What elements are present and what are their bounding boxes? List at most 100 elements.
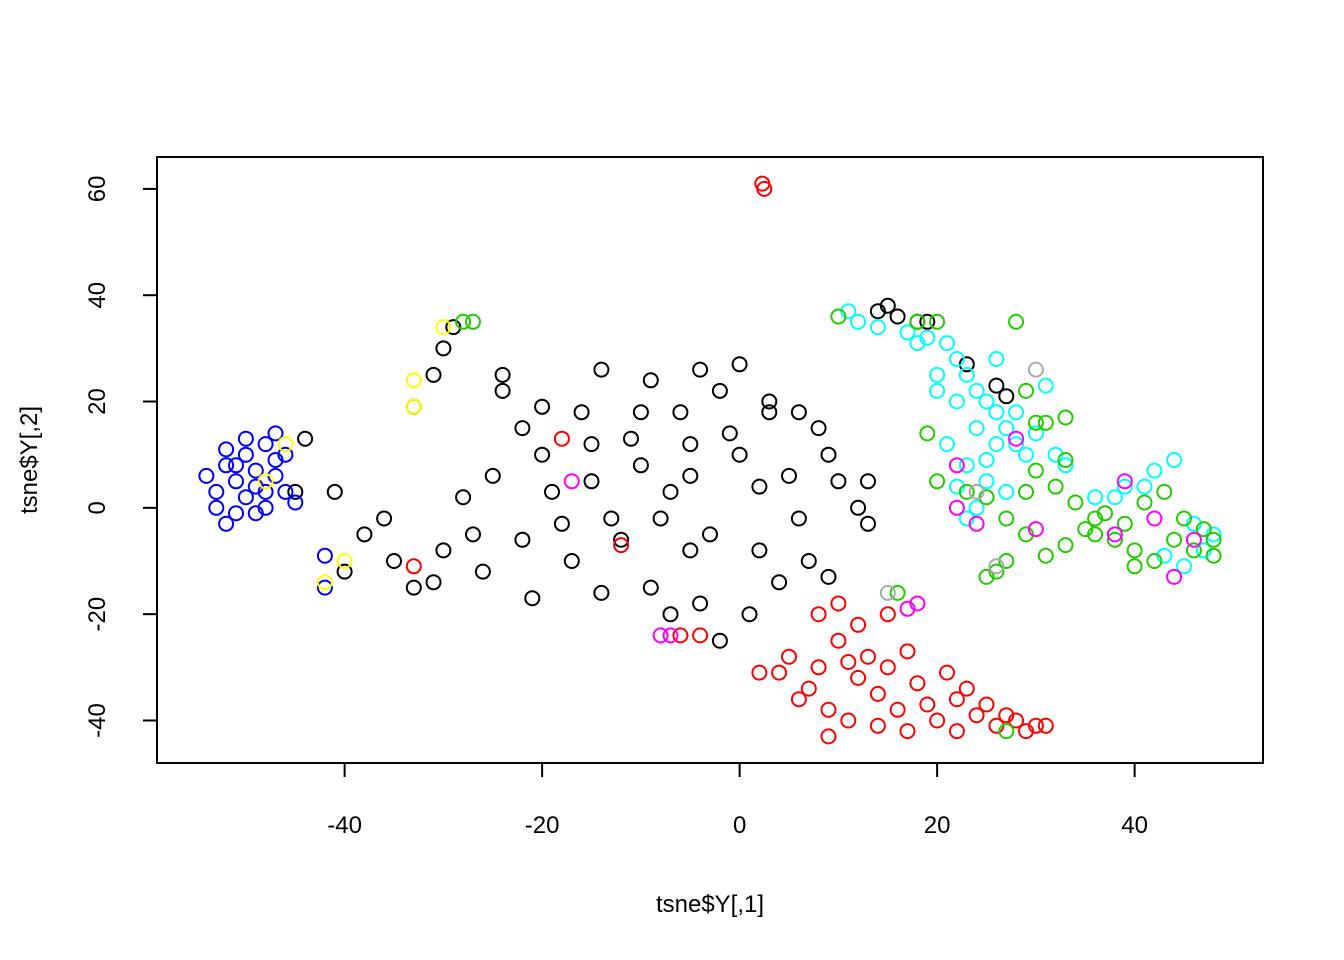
data-point-series-2 [909,675,926,692]
data-point-series-4 [1116,515,1133,532]
data-point-series-1 [988,377,1005,394]
data-point-series-1 [494,382,511,399]
data-point-series-4 [1057,452,1074,468]
data-point-series-3 [988,404,1005,421]
data-point-series-5 [228,473,244,490]
x-tick-label: -20 [525,812,560,839]
data-point-series-4 [455,313,472,330]
data-point-series-4 [929,473,946,490]
data-point-series-1 [356,526,373,543]
data-point-series-2 [958,680,975,697]
data-point-series-1 [761,393,778,410]
data-point-series-7 [405,398,422,415]
data-point-series-4 [988,563,1005,580]
data-point-series-6 [662,627,679,644]
data-point-series-1 [781,467,797,484]
data-point-series-4 [1166,531,1183,548]
data-point-series-1 [435,340,452,357]
data-point-series-3 [948,393,965,410]
y-tick-label: 0 [84,501,111,514]
data-point-series-5 [237,446,254,463]
data-point-series-3 [1008,404,1025,421]
data-point-series-5 [218,457,235,474]
data-point-series-1 [711,632,728,649]
data-point-series-4 [1205,547,1222,564]
data-point-series-3 [1008,436,1025,453]
data-point-series-4 [1008,313,1025,330]
data-point-series-1 [603,510,620,527]
data-point-series-8 [1027,361,1044,378]
data-point-series-1 [771,574,788,591]
data-point-series-4 [1087,526,1104,543]
data-point-series-3 [1106,489,1123,506]
data-point-series-3 [939,436,955,453]
data-point-series-1 [514,531,531,548]
data-point-series-5 [267,425,284,442]
data-point-series-3 [968,499,985,516]
data-point-series-6 [948,457,965,474]
data-point-series-2 [968,707,985,724]
data-point-series-4 [1077,521,1094,538]
data-point-series-1 [553,515,570,532]
data-point-series-2 [1018,723,1034,740]
data-point-series-5 [247,462,264,479]
data-point-series-1 [810,420,827,437]
data-point-series-2 [800,680,817,697]
data-point-series-1 [731,356,748,373]
data-point-series-1 [593,361,610,378]
y-tick-label: 20 [84,388,111,415]
data-point-series-1 [662,606,679,623]
data-point-series-3 [1018,446,1034,463]
data-point-series-4 [958,483,975,500]
data-point-series-8 [988,558,1005,575]
data-point-series-1 [514,420,531,437]
data-point-series-2 [919,696,936,713]
data-point-series-2 [929,712,946,729]
data-point-series-1 [405,579,422,596]
data-point-series-3 [1195,542,1212,559]
y-tick-label: 40 [84,282,111,309]
data-point-series-4 [1037,547,1054,564]
data-point-series-1 [632,404,649,421]
data-point-series-7 [257,473,274,490]
data-point-series-2 [840,712,857,729]
data-point-series-3 [1136,478,1153,495]
data-point-series-1 [820,568,837,585]
data-point-series-5 [198,467,215,484]
data-point-series-1 [642,372,659,389]
data-point-series-3 [939,335,955,352]
data-point-series-7 [405,372,422,389]
data-point-series-3 [998,483,1015,500]
data-point-series-8 [879,584,896,601]
data-point-series-1 [682,467,699,484]
data-point-series-5 [267,452,284,468]
data-point-series-3 [948,351,965,367]
data-point-series-2 [830,595,847,612]
data-point-series-1 [583,473,600,490]
data-point-series-2 [781,648,797,665]
data-point-series-1 [751,542,768,559]
data-point-series-1 [386,553,402,569]
x-axis: -40 -20 0 20 40 [327,762,1148,839]
data-point-series-2 [939,664,955,681]
data-point-series-6 [1008,430,1025,447]
data-point-series-4 [1126,542,1143,559]
data-point-series-1 [435,542,452,559]
data-point-series-1 [702,526,718,543]
data-point-series-3 [850,313,867,330]
data-point-series-5 [228,505,244,522]
data-point-series-5 [316,547,333,564]
x-tick-label: 20 [924,812,951,839]
data-point-series-4 [1176,510,1192,527]
data-point-series-2 [860,648,876,665]
data-point-series-2 [978,696,995,713]
data-point-series-7 [336,553,353,569]
data-point-series-4 [998,723,1015,740]
data-point-series-3 [978,452,995,468]
data-point-series-3 [869,319,886,336]
y-tick-label: -40 [84,703,111,738]
data-point-series-1 [761,404,778,421]
data-point-series-6 [968,515,985,532]
data-point-series-2 [830,632,847,649]
data-point-series-1 [534,446,551,463]
